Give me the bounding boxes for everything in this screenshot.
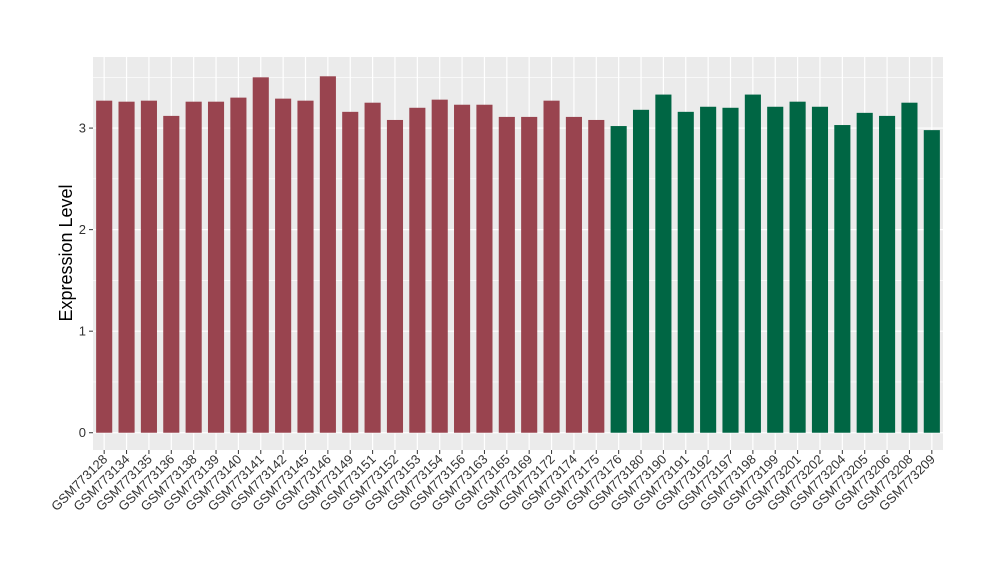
bar-GSM773201 [789, 101, 806, 433]
y-tick-label: 0 [79, 425, 86, 440]
bar-GSM773190 [655, 94, 672, 433]
y-tick-label: 1 [79, 324, 86, 339]
bar-GSM773209 [923, 130, 940, 433]
bar-GSM773169 [521, 116, 538, 433]
bar-GSM773153 [409, 107, 426, 433]
bar-GSM773152 [386, 119, 404, 433]
bar-GSM773202 [811, 106, 829, 433]
bar-GSM773204 [834, 125, 851, 433]
bar-GSM773180 [632, 109, 650, 433]
bar-GSM773175 [588, 119, 605, 433]
bar-GSM773145 [297, 100, 314, 433]
y-axis-title: Expression Level [56, 184, 76, 321]
bar-GSM773128 [96, 100, 113, 433]
bar-GSM773151 [364, 102, 381, 433]
bar-GSM773165 [498, 116, 515, 433]
bar-GSM773149 [342, 111, 359, 433]
y-axis: 0 1 2 3 [79, 121, 93, 440]
bar-GSM773208 [901, 102, 918, 433]
bar-GSM773139 [207, 101, 225, 433]
bar-GSM773141 [252, 77, 269, 433]
bar-GSM773198 [744, 94, 761, 433]
bar-GSM773136 [163, 115, 180, 433]
y-tick-label: 2 [79, 222, 86, 237]
bar-GSM773176 [610, 126, 627, 433]
bar-GSM773205 [856, 112, 873, 433]
y-tick-label: 3 [79, 121, 86, 136]
bar-GSM773199 [767, 106, 784, 433]
bar-GSM773146 [319, 76, 336, 433]
bars [96, 76, 940, 433]
bar-GSM773197 [722, 107, 739, 433]
bar-GSM773206 [879, 115, 896, 433]
bar-GSM773163 [476, 104, 493, 433]
bar-GSM773192 [700, 106, 717, 433]
bar-GSM773154 [431, 99, 448, 433]
bar-GSM773135 [140, 100, 157, 433]
bar-GSM773172 [543, 100, 560, 433]
bar-GSM773156 [454, 104, 471, 433]
bar-GSM773138 [185, 101, 202, 433]
bar-GSM773191 [677, 111, 694, 433]
bar-GSM773174 [565, 116, 582, 433]
bar-GSM773142 [275, 98, 292, 433]
bar-GSM773134 [118, 101, 135, 433]
bar-GSM773140 [230, 97, 247, 433]
x-axis: GSM773128GSM773134GSM773135GSM773136GSM7… [48, 450, 938, 514]
